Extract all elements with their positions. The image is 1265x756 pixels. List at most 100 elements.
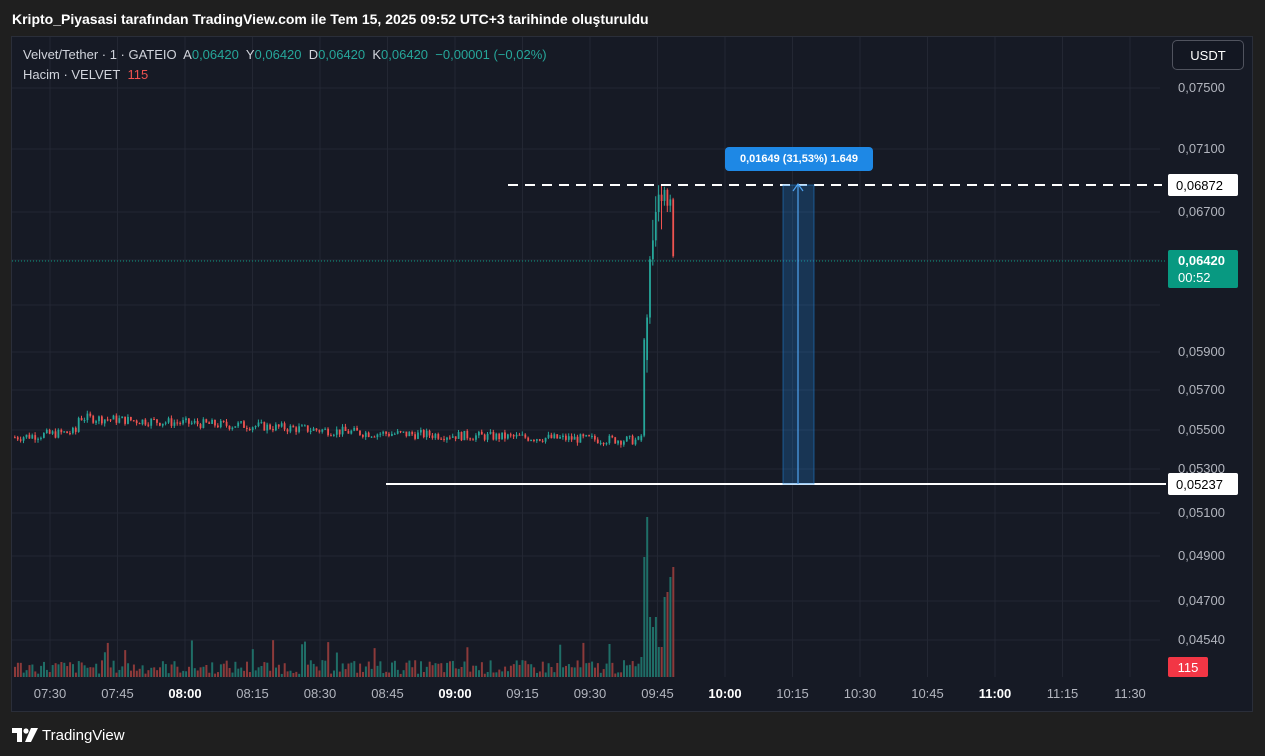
volume-bar — [246, 661, 248, 677]
candle-body — [451, 436, 454, 438]
time-axis-label: 09:15 — [506, 686, 539, 701]
volume-bar — [127, 663, 130, 677]
volume-bar — [66, 666, 69, 677]
candle-body — [266, 424, 269, 431]
volume-bar — [356, 672, 359, 677]
candle-body — [219, 420, 222, 428]
candle-body — [402, 431, 405, 433]
volume-bar — [446, 662, 449, 677]
time-axis-label: 08:15 — [236, 686, 269, 701]
symbol-legend: Velvet/Tether · 1 · GATEIO A0,06420 Y0,0… — [23, 45, 547, 85]
candle-body — [127, 416, 129, 424]
volume-label[interactable]: Hacim · VELVET — [23, 67, 121, 82]
volume-bar — [74, 672, 77, 677]
candle-body — [536, 439, 538, 441]
volume-bar — [219, 664, 222, 677]
candle-body — [567, 436, 570, 440]
volume-bar — [341, 663, 344, 677]
candle-body — [260, 422, 263, 424]
currency-button[interactable]: USDT — [1172, 40, 1244, 70]
volume-bar — [451, 660, 454, 677]
candle-body — [312, 428, 315, 431]
candle-body — [475, 435, 477, 440]
candle-body — [138, 423, 141, 425]
volume-bar — [234, 661, 237, 677]
candle-body — [150, 418, 153, 426]
volume-bar — [202, 666, 205, 677]
volume-bar — [393, 660, 396, 677]
volume-bar — [217, 672, 219, 677]
candle-body — [434, 434, 437, 438]
candle-body — [547, 434, 550, 438]
candle-body — [301, 425, 303, 427]
volume-bar — [547, 663, 550, 677]
volume-bar — [605, 663, 608, 677]
volume-bar — [51, 665, 54, 677]
volume-bar — [515, 660, 518, 677]
candle-body — [356, 427, 358, 431]
candle-body — [286, 429, 289, 432]
volume-bar — [231, 672, 234, 677]
candle-body — [179, 422, 182, 424]
volume-bar — [214, 673, 217, 677]
volume-bar — [631, 661, 634, 677]
candle-body — [643, 339, 646, 436]
volume-bar — [559, 644, 562, 677]
candle-body — [225, 421, 228, 426]
volume-bar — [449, 661, 451, 677]
volume-bar — [370, 668, 373, 677]
volume-bar — [544, 672, 547, 677]
volume-bar — [266, 662, 269, 677]
candle-body — [483, 434, 486, 440]
volume-bar — [640, 657, 643, 677]
volume-bar — [193, 668, 196, 677]
close-value: 0,06420 — [381, 47, 429, 62]
volume-bar — [660, 647, 663, 677]
candle-body — [190, 422, 193, 424]
footer-brand[interactable]: TradingView — [12, 724, 125, 746]
volume-bar — [478, 670, 480, 677]
volume-bar — [176, 666, 179, 677]
candle-body — [211, 419, 213, 424]
candle-body — [553, 434, 556, 439]
volume-bar — [405, 662, 408, 677]
candle-body — [585, 435, 588, 437]
volume-bar — [617, 672, 620, 677]
volume-bar — [16, 662, 19, 677]
volume-bar — [277, 664, 280, 677]
candle-body — [367, 432, 370, 437]
volume-bar — [254, 670, 257, 677]
candle-body — [103, 419, 106, 424]
candle-body — [98, 416, 100, 422]
candle-body — [362, 434, 364, 437]
volume-bar — [28, 665, 31, 677]
candle-body — [663, 189, 666, 201]
candle-body — [654, 212, 657, 241]
symbol-name[interactable]: Velvet/Tether · 1 · GATEIO — [23, 47, 177, 62]
candle-body — [608, 435, 611, 444]
price-axis-label: 0,05100 — [1178, 505, 1225, 520]
volume-bar — [507, 671, 509, 677]
candle-body — [228, 425, 231, 430]
volume-bar — [512, 664, 515, 677]
time-axis-label: 11:15 — [1046, 686, 1079, 701]
candle-body — [393, 433, 396, 435]
volume-bar — [25, 670, 28, 677]
candle-body — [43, 433, 45, 438]
volume-bar — [649, 617, 652, 677]
volume-bar — [43, 661, 45, 677]
volume-bar — [344, 669, 347, 677]
price-axis-label: 0,05900 — [1178, 344, 1225, 359]
candle-body — [660, 194, 663, 201]
volume-bar — [167, 673, 170, 677]
volume-bar — [420, 661, 422, 677]
time-axis-label: 08:30 — [303, 686, 337, 701]
volume-bar — [573, 667, 576, 677]
volume-bar — [153, 667, 156, 677]
candle-body — [414, 434, 416, 439]
candle-body — [573, 436, 576, 440]
candle-body — [385, 431, 387, 434]
measure-tool-label[interactable]: 0,01649 (31,53%) 1.649 — [725, 147, 873, 171]
candle-body — [637, 436, 640, 440]
